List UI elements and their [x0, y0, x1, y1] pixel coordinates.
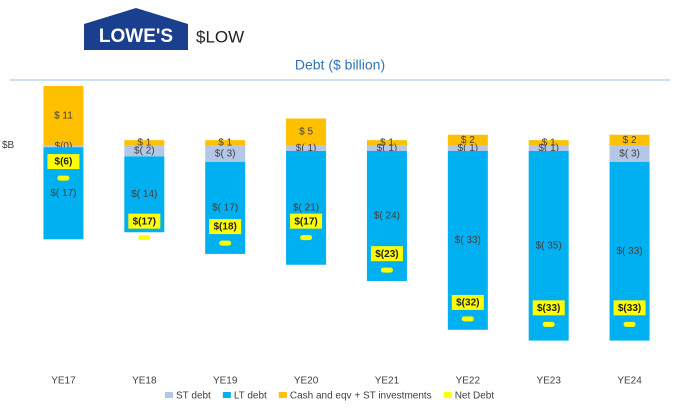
legend-label: ST debt	[176, 391, 211, 402]
data-label: $ 2	[461, 135, 475, 146]
net-debt-label: $(6)	[55, 157, 73, 168]
net-debt-label-bg	[290, 213, 323, 229]
bar-segment	[286, 118, 327, 146]
bar-segment	[447, 134, 488, 146]
bar-segment	[205, 140, 246, 146]
net-debt-label: $(23)	[375, 249, 398, 260]
data-label: $(0)	[55, 141, 73, 152]
data-label: $ 1	[137, 138, 151, 149]
net-debt-label-bg	[451, 294, 484, 310]
data-label: $( 14)	[131, 189, 157, 200]
x-tick-label: YE18	[132, 376, 157, 387]
net-debt-label: $(18)	[214, 222, 237, 233]
bar-segment	[366, 145, 407, 151]
data-label: $( 35)	[536, 240, 562, 251]
net-debt-marker	[57, 175, 70, 181]
logo-house	[84, 8, 188, 50]
bar-segment	[609, 145, 650, 162]
data-label: $ 2	[623, 135, 637, 146]
bar-segment	[366, 140, 407, 146]
net-debt-label: $(17)	[294, 216, 317, 227]
bar-segment	[205, 161, 246, 254]
net-debt-label: $(32)	[456, 298, 479, 309]
net-debt-marker	[380, 267, 393, 273]
data-label: $( 1)	[377, 143, 398, 154]
net-debt-label-bg	[532, 300, 565, 316]
data-label: $( 1)	[296, 143, 317, 154]
legend-swatch	[443, 392, 452, 398]
net-debt-label: $(33)	[618, 303, 641, 314]
bar-segment	[528, 140, 569, 146]
data-label: $ 11	[54, 110, 73, 121]
data-label: $( 33)	[455, 235, 481, 246]
net-debt-label-bg	[613, 300, 646, 316]
data-label: $( 24)	[374, 211, 400, 222]
logo: LOWE'S	[84, 8, 188, 50]
x-tick-label: YE19	[213, 376, 238, 387]
x-tick-label: YE21	[375, 376, 400, 387]
legend-swatch	[165, 392, 173, 398]
logo-text: LOWE'S	[99, 26, 173, 47]
data-label: $ 5	[299, 127, 313, 138]
x-tick-label: YE17	[51, 376, 76, 387]
bar-segment	[609, 134, 650, 146]
data-label: $( 21)	[293, 203, 319, 214]
data-label: $ 1	[542, 138, 556, 149]
data-label: $ 1	[218, 138, 232, 149]
bar-segment	[286, 145, 327, 151]
net-debt-label-bg	[209, 219, 242, 235]
x-tick-label: YE20	[294, 376, 319, 387]
bar-segment	[124, 140, 165, 146]
net-debt-marker	[461, 316, 474, 322]
net-debt-marker	[219, 240, 232, 246]
bar-segment	[43, 86, 84, 146]
data-label: $ 1	[380, 138, 394, 149]
net-debt-label-bg	[370, 246, 403, 262]
chart-title: Debt ($ billion)	[295, 57, 385, 73]
net-debt-label-bg	[128, 213, 161, 229]
data-label: $( 1)	[538, 143, 559, 154]
legend-label: Net Debt	[455, 391, 495, 402]
net-debt-label: $(33)	[537, 303, 560, 314]
data-label: $( 2)	[134, 146, 155, 157]
data-label: $( 17)	[50, 188, 76, 199]
net-debt-marker	[623, 321, 636, 327]
data-label: $( 3)	[619, 148, 640, 159]
y-tick-label: $B	[2, 140, 15, 151]
x-tick-label: YE22	[456, 376, 481, 387]
net-debt-marker	[138, 235, 151, 241]
legend-label: LT debt	[234, 391, 267, 402]
net-debt-label: $(17)	[133, 216, 156, 227]
bar-segment	[286, 151, 327, 265]
net-debt-marker	[542, 321, 555, 327]
data-label: $( 3)	[215, 148, 236, 159]
legend-swatch	[278, 392, 287, 398]
bar-segment	[447, 145, 488, 151]
bar-segment	[43, 145, 84, 148]
net-debt-marker	[300, 235, 313, 241]
bar-segment	[124, 145, 165, 157]
net-debt-label-bg	[47, 154, 80, 170]
data-label: $( 17)	[212, 203, 238, 214]
x-tick-label: YE23	[536, 376, 561, 387]
legend-label: Cash and eqv + ST investments	[290, 391, 432, 402]
data-label: $( 33)	[617, 246, 643, 257]
x-tick-label: YE24	[617, 376, 642, 387]
bar-segment	[205, 145, 246, 162]
data-label: $( 1)	[458, 143, 479, 154]
ticker: $LOW	[196, 27, 244, 46]
legend-swatch	[222, 392, 231, 398]
bar-segment	[528, 145, 569, 151]
